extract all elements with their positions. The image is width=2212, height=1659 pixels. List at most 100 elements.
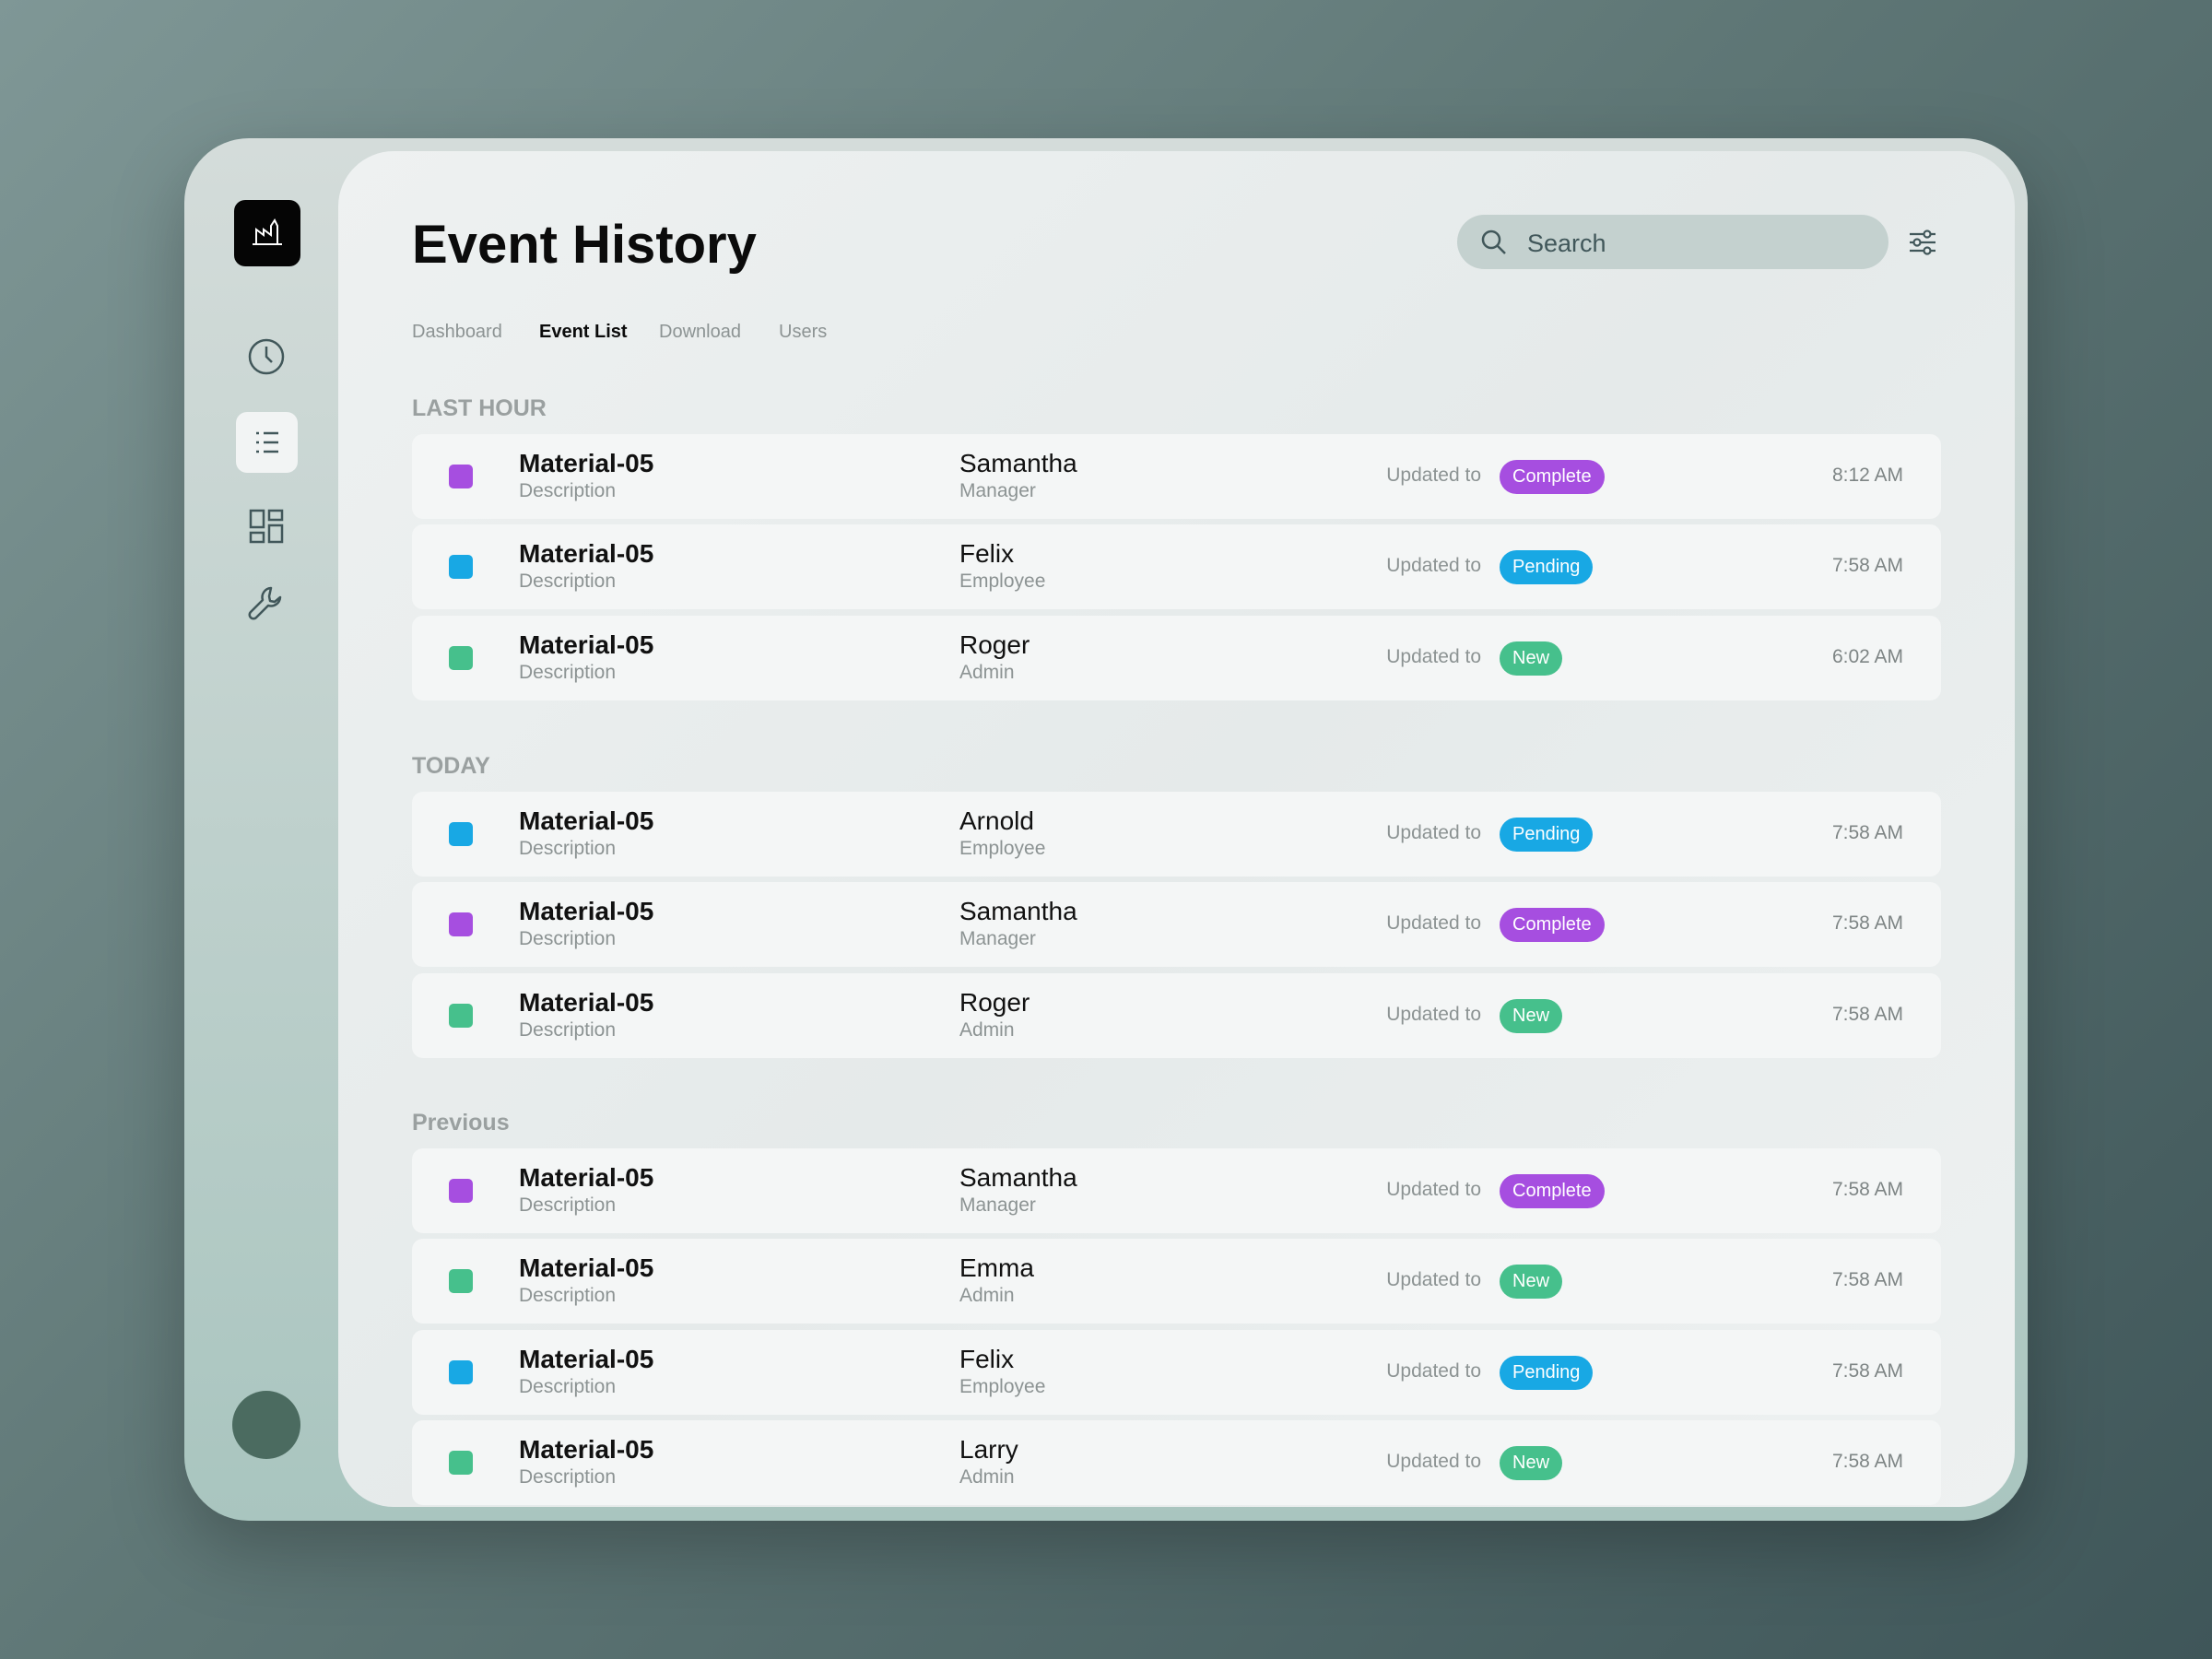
list-icon (256, 431, 278, 453)
nav-tab[interactable]: Event List (539, 322, 628, 342)
search-box[interactable]: Search (1457, 215, 1888, 269)
list-nav-active[interactable] (236, 412, 298, 473)
update-prefix: Updated to (1386, 465, 1481, 486)
status-badge: Complete (1500, 908, 1605, 943)
nav-tab[interactable]: Users (779, 322, 828, 342)
event-description: Description (519, 571, 617, 593)
event-time: 7:58 AM (1831, 1359, 1903, 1382)
section-label: Previous (412, 1110, 510, 1135)
user-role: Employee (959, 571, 1046, 593)
user-role: Admin (959, 1285, 1015, 1307)
grid-icon[interactable] (243, 503, 289, 549)
user-role: Manager (959, 480, 1036, 501)
nav-tab[interactable]: Dashboard (412, 322, 502, 342)
status-badge: New (1500, 998, 1563, 1033)
user-role: Manager (959, 1194, 1036, 1216)
status-badge: New (1500, 1265, 1563, 1300)
nav-tab[interactable]: Download (659, 322, 741, 342)
status-square (449, 822, 473, 846)
user-role: Employee (959, 838, 1046, 859)
status-badge: New (1500, 641, 1563, 676)
event-row[interactable]: Material-05 Description Arnold Employee Upda… (412, 792, 1941, 877)
main-panel: Event History Search Dashboard Event List… (338, 151, 2015, 1507)
logo[interactable] (234, 200, 300, 266)
search-placeholder: Search (1527, 229, 1606, 257)
event-description: Description (519, 661, 617, 683)
event-time: 7:58 AM (1831, 1179, 1903, 1200)
status-square (449, 1269, 473, 1294)
event-time: 7:58 AM (1831, 822, 1903, 843)
event-title: Material-05 (519, 897, 654, 926)
update-prefix: Updated to (1386, 1179, 1481, 1200)
update-prefix: Updated to (1386, 1451, 1481, 1473)
section-label: TODAY (412, 753, 490, 779)
status-badge: New (1500, 1446, 1563, 1481)
event-time: 7:58 AM (1831, 912, 1903, 935)
event-description: Description (519, 1018, 617, 1041)
section-label: LAST HOUR (412, 395, 547, 421)
user-name: Roger (959, 987, 1030, 1017)
user-name: Felix (959, 539, 1015, 569)
event-description: Description (519, 928, 617, 950)
event-row[interactable]: Material-05 Description Roger Admin Updated … (412, 615, 1941, 700)
event-row[interactable]: Material-05 Description Samantha Manager Upd… (412, 882, 1941, 968)
event-row[interactable]: Material-05 Description Samantha Manager Upd… (412, 1148, 1941, 1233)
user-name: Roger (959, 629, 1030, 659)
event-description: Description (519, 1285, 617, 1307)
status-square (449, 912, 473, 937)
event-title: Material-05 (519, 987, 654, 1017)
event-row[interactable]: Material-05 Description Samantha Manager Upd… (412, 434, 1941, 519)
status-square (449, 1003, 473, 1028)
status-square (449, 1359, 473, 1384)
event-time: 7:58 AM (1831, 1451, 1903, 1473)
wrench-icon[interactable] (243, 581, 289, 627)
user-name: Arnold (959, 806, 1034, 835)
user-role: Admin (959, 1466, 1015, 1488)
page-title: Event History (412, 215, 757, 275)
event-row[interactable]: Material-05 Description Felix Employee Updat… (412, 1329, 1941, 1415)
event-title: Material-05 (519, 449, 654, 477)
status-square (449, 465, 473, 488)
user-name: Samantha (959, 897, 1077, 926)
event-row[interactable]: Material-05 Description Felix Employee Updat… (412, 524, 1941, 610)
event-time: 7:58 AM (1831, 1269, 1903, 1291)
clock-icon[interactable] (243, 334, 289, 380)
event-description: Description (519, 1466, 617, 1488)
event-description: Description (519, 480, 617, 501)
update-prefix: Updated to (1386, 555, 1481, 577)
status-badge: Pending (1500, 550, 1594, 585)
event-description: Description (519, 838, 617, 859)
event-title: Material-05 (519, 539, 654, 569)
update-prefix: Updated to (1386, 822, 1481, 843)
user-name: Larry (959, 1435, 1018, 1465)
event-title: Material-05 (519, 1435, 654, 1465)
event-description: Description (519, 1375, 617, 1397)
user-name: Emma (959, 1253, 1034, 1283)
user-name: Samantha (959, 449, 1077, 477)
event-title: Material-05 (519, 1163, 654, 1192)
status-badge: Pending (1500, 1355, 1594, 1390)
event-description: Description (519, 1194, 617, 1216)
event-title: Material-05 (519, 1253, 654, 1283)
event-title: Material-05 (519, 1344, 654, 1373)
update-prefix: Updated to (1386, 1003, 1481, 1025)
user-name: Samantha (959, 1163, 1077, 1192)
event-row[interactable]: Material-05 Description Emma Admin Updated t… (412, 1239, 1941, 1324)
status-badge: Complete (1500, 460, 1605, 494)
status-badge: Complete (1500, 1174, 1605, 1208)
update-prefix: Updated to (1386, 1269, 1481, 1291)
event-time: 7:58 AM (1831, 1003, 1903, 1025)
user-role: Admin (959, 1018, 1015, 1041)
event-row[interactable]: Material-05 Description Roger Admin Updated … (412, 972, 1941, 1058)
status-square (449, 555, 473, 580)
user-role: Manager (959, 928, 1036, 950)
event-title: Material-05 (519, 806, 654, 835)
user-name: Felix (959, 1344, 1015, 1373)
status-square (449, 645, 473, 670)
event-time: 6:02 AM (1831, 645, 1903, 667)
filter-icon[interactable] (1907, 227, 1938, 258)
search-icon (1481, 229, 1506, 254)
avatar[interactable] (232, 1391, 300, 1459)
event-row[interactable]: Material-05 Description Larry Admin Updated … (412, 1420, 1941, 1506)
